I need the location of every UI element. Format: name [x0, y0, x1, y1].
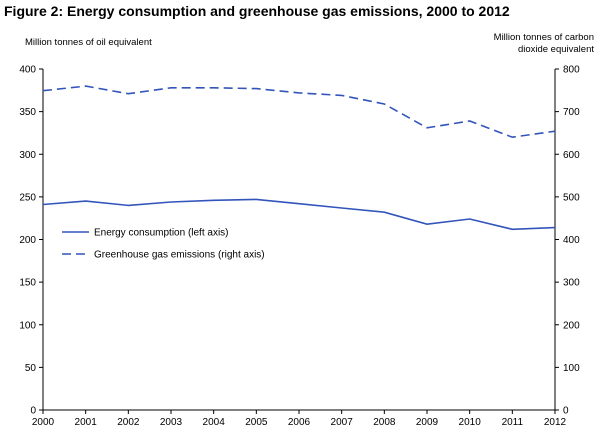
x-tick-label: 2003 [160, 417, 183, 428]
x-tick-label: 2000 [32, 417, 55, 428]
x-tick-label: 2012 [544, 417, 567, 428]
y-tick-label-right: 300 [563, 278, 580, 289]
x-tick-label: 2011 [502, 417, 524, 428]
legend-label: Greenhouse gas emissions (right axis) [94, 250, 265, 261]
y-tick-label-left: 300 [19, 150, 36, 161]
x-tick-label: 2008 [373, 417, 396, 428]
y-tick-label-right: 500 [563, 192, 580, 203]
chart-title: Figure 2: Energy consumption and greenho… [4, 3, 510, 19]
x-tick-label: 2006 [288, 417, 311, 428]
x-tick-label: 2002 [117, 417, 140, 428]
legend-label: Energy consumption (left axis) [94, 228, 229, 239]
series-lines [42, 85, 556, 231]
y-tick-label-left: 100 [19, 320, 36, 331]
y-tick-label-left: 350 [19, 107, 36, 118]
y-tick-label-right: 100 [563, 363, 580, 374]
series-energy-consumption [42, 198, 556, 231]
y-tick-label-left: 0 [30, 406, 36, 417]
y-axis-label-right: Million tonnes of carbon dioxide equival… [493, 32, 594, 55]
y-tick-label-left: 50 [25, 363, 37, 374]
x-tick-label: 2010 [459, 417, 482, 428]
y-axis-label-left: Million tonnes of oil equivalent [25, 37, 152, 48]
x-tick-label: 2007 [331, 417, 354, 428]
y-tick-label-right: 800 [563, 65, 580, 76]
legend-box [52, 220, 277, 266]
y-tick-label-right: 700 [563, 107, 580, 118]
legend: Energy consumption (left axis) Greenhouse… [52, 220, 277, 266]
x-tick-label: 2004 [203, 417, 226, 428]
y-tick-label-right: 600 [563, 150, 580, 161]
y-tick-label-right: 0 [563, 406, 569, 417]
x-tick-label: 2005 [245, 417, 268, 428]
axes: 0 50 100 150 200 250 300 350 400 0 100 200 300 400 500… [19, 65, 580, 429]
y-tick-label-left: 250 [19, 192, 36, 203]
y-tick-label-right: 200 [563, 320, 580, 331]
y-tick-label-right: 400 [563, 235, 580, 246]
y-tick-label-left: 400 [19, 65, 36, 76]
x-tick-label: 2001 [75, 417, 98, 428]
x-tick-label: 2009 [416, 417, 439, 428]
series-greenhouse-gas-emissions [42, 85, 556, 139]
y-tick-label-left: 150 [19, 278, 36, 289]
y-tick-label-left: 200 [19, 235, 36, 246]
